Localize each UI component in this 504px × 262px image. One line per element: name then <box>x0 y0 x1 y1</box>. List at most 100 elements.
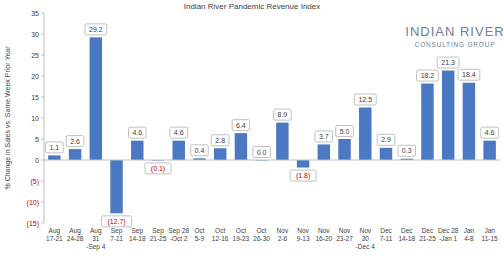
data-label-box <box>128 127 146 138</box>
x-tick-label: Jan4-8 <box>464 227 475 242</box>
x-tick-label: Nov23-27 <box>336 227 353 242</box>
x-tick-label: Nov9-13 <box>297 227 310 242</box>
data-label: 3.7 <box>319 133 329 140</box>
x-tick-label: Nov30-Dec 4 <box>356 227 376 250</box>
data-label-box <box>253 147 271 158</box>
data-label-box <box>398 145 416 156</box>
y-tick-label: 25 <box>31 52 39 59</box>
data-label-box <box>211 135 229 146</box>
data-label-box <box>46 142 64 153</box>
y-axis-label: % Change in Sales vs. Same Week Prior Ye… <box>4 46 12 190</box>
y-tick-label: 0 <box>35 157 39 164</box>
x-tick-label: Oct19-23 <box>233 227 250 242</box>
bar <box>90 37 102 160</box>
data-label: 2.8 <box>215 137 225 144</box>
data-label-box <box>66 136 84 147</box>
x-tick-label: Dec14-18 <box>398 227 415 242</box>
x-tick-label: Aug24-28 <box>67 227 84 242</box>
data-label-box <box>191 145 209 156</box>
y-tick-label: 35 <box>31 10 39 17</box>
data-label: 0.4 <box>195 147 205 154</box>
data-label-box <box>315 131 333 142</box>
data-label-box <box>232 120 250 131</box>
bar <box>235 133 247 160</box>
y-tick-label: 10 <box>31 115 39 122</box>
bar <box>442 71 454 160</box>
data-label: 12.5 <box>358 96 372 103</box>
data-label-box <box>458 69 480 80</box>
data-label: (1.8) <box>296 172 310 180</box>
y-tick <box>41 181 44 182</box>
x-tick-label: Nov16-20 <box>316 227 333 242</box>
x-tick-label: Jan11-15 <box>482 227 499 242</box>
data-label-box <box>354 94 376 105</box>
data-label: 18.2 <box>421 72 435 79</box>
x-tick-label: Sep 28-Oct 2 <box>168 227 189 242</box>
x-tick-label: Aug31-Sep 4 <box>86 227 106 251</box>
y-tick <box>41 76 44 77</box>
data-label-box <box>274 109 292 120</box>
data-label-box <box>101 216 131 227</box>
y-tick-label: (5) <box>30 178 39 186</box>
data-label-box <box>85 24 107 35</box>
y-tick <box>41 118 44 119</box>
y-tick <box>41 13 44 14</box>
y-tick <box>41 202 44 203</box>
bar <box>69 149 81 160</box>
x-tick-label: Sep7-11 <box>110 227 123 242</box>
y-tick-label: 20 <box>31 73 39 80</box>
data-label-box <box>336 126 354 137</box>
y-tick-label: 30 <box>31 31 39 38</box>
bar <box>380 148 392 160</box>
data-label-box <box>437 57 459 68</box>
x-tick-label: Sep21-25 <box>150 227 167 242</box>
y-tick <box>41 55 44 56</box>
data-label: (0.1) <box>151 165 165 173</box>
data-label: 4.6 <box>132 129 142 136</box>
x-tick-label: Dec21-25 <box>419 227 436 242</box>
data-label-box <box>170 127 188 138</box>
y-tick <box>41 97 44 98</box>
y-tick <box>41 160 44 161</box>
bar <box>483 141 495 160</box>
data-label: 18.4 <box>462 71 476 78</box>
y-tick-label: (10) <box>27 199 39 207</box>
x-tick-label: Nov2-6 <box>277 227 289 242</box>
data-label-box <box>290 170 316 181</box>
x-tick-label: Sep14-18 <box>129 227 146 242</box>
data-label: 21.3 <box>441 59 455 66</box>
logo-subtext: CONSULTING GROUP <box>415 41 496 48</box>
bar <box>318 144 330 160</box>
bar <box>297 160 309 168</box>
data-label: 4.6 <box>174 129 184 136</box>
x-tick-label: Aug17-21 <box>46 227 63 242</box>
y-tick <box>41 34 44 35</box>
data-label: 29.2 <box>89 26 103 33</box>
bar <box>421 84 433 160</box>
x-tick-label: Oct5-9 <box>194 227 204 242</box>
bar <box>110 160 122 213</box>
y-tick-label: (15) <box>27 220 39 228</box>
y-tick <box>41 139 44 140</box>
data-label: 2.9 <box>381 136 391 143</box>
y-tick-label: 15 <box>31 94 39 101</box>
x-tick-label: Oct12-16 <box>212 227 229 242</box>
chart: Indian River Pandemic Revenue Index% Cha… <box>0 0 504 262</box>
bar <box>173 141 185 160</box>
bars <box>48 37 496 213</box>
bar <box>359 108 371 161</box>
bar <box>276 123 288 160</box>
data-label-box <box>417 70 439 81</box>
bar <box>338 139 350 160</box>
data-label-box <box>145 163 171 174</box>
data-label: 2.6 <box>70 138 80 145</box>
x-tick-label: Dec 28-Jan 1 <box>438 227 459 242</box>
data-label-box <box>377 134 395 145</box>
data-label: 6.4 <box>236 122 246 129</box>
data-label: (12.7) <box>107 218 125 226</box>
data-label-box <box>481 127 499 138</box>
bar <box>48 155 60 160</box>
data-label: 4.6 <box>485 129 495 136</box>
x-axis-line <box>44 160 500 161</box>
bar <box>463 83 475 160</box>
